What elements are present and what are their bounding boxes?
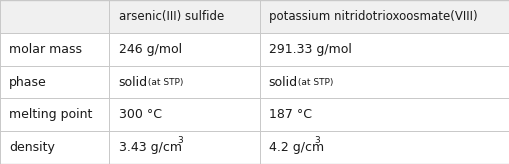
Bar — [0, 98, 509, 131]
Text: density: density — [9, 141, 55, 154]
Bar — [0, 33, 509, 66]
Text: 246 g/mol: 246 g/mol — [119, 43, 182, 56]
Text: solid: solid — [119, 75, 148, 89]
Bar — [0, 66, 509, 98]
Text: (at STP): (at STP) — [145, 78, 183, 86]
Text: 3.43 g/cm: 3.43 g/cm — [119, 141, 182, 154]
Text: phase: phase — [9, 75, 47, 89]
Text: molar mass: molar mass — [9, 43, 82, 56]
Text: 300 °C: 300 °C — [119, 108, 161, 121]
Text: 3: 3 — [177, 136, 183, 145]
Bar — [0, 0, 509, 33]
Text: 187 °C: 187 °C — [269, 108, 312, 121]
Text: arsenic(III) sulfide: arsenic(III) sulfide — [119, 10, 224, 23]
Text: 4.2 g/cm: 4.2 g/cm — [269, 141, 324, 154]
Text: (at STP): (at STP) — [295, 78, 333, 86]
Bar — [0, 131, 509, 164]
Text: potassium nitridotrioxoosmate(VIII): potassium nitridotrioxoosmate(VIII) — [269, 10, 477, 23]
Text: 291.33 g/mol: 291.33 g/mol — [269, 43, 352, 56]
Text: solid: solid — [269, 75, 298, 89]
Text: melting point: melting point — [9, 108, 93, 121]
Text: 3: 3 — [315, 136, 320, 145]
